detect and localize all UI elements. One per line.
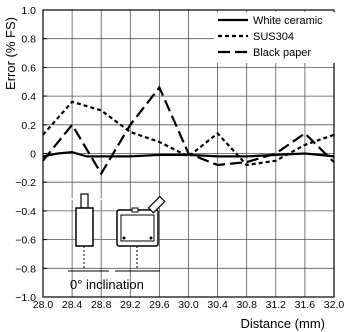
x-tick-label: 32.0 [324, 299, 345, 311]
y-tick-label: −0.2 [15, 177, 36, 189]
legend-label: White ceramic [253, 15, 323, 27]
y-tick-label: 0.2 [21, 120, 36, 132]
y-tick-label: −1.0 [15, 292, 36, 304]
x-tick-label: 30.4 [207, 299, 228, 311]
series-line-sus304 [42, 100, 335, 167]
x-tick-label: 28.0 [33, 299, 54, 311]
x-tick-label: 29.2 [120, 299, 141, 311]
x-tick-label: 31.6 [295, 299, 316, 311]
sensor-illustration: 0° inclination [66, 193, 166, 292]
y-axis-ticks: 1.0 0.8 0.6 0.4 0.2 0 −0.2 −0.4 −0.6 −0.8 −1.0 [15, 5, 47, 304]
sensor-side-icon [68, 193, 109, 272]
x-axis-ticks: 28.0 28.4 28.8 29.2 29.6 30.0 30.4 30.8 31.2 31.6… [33, 299, 345, 311]
x-axis-label: Distance (mm) [240, 316, 325, 331]
legend-label: SUS304 [253, 31, 294, 43]
y-tick-label: −0.8 [15, 263, 36, 275]
y-tick-label: −0.6 [15, 235, 36, 247]
series-line-white-ceramic [42, 150, 335, 158]
y-tick-label: 1.0 [21, 5, 36, 17]
y-tick-label: 0.8 [21, 34, 36, 46]
legend-label: Black paper [253, 47, 311, 59]
x-tick-label: 30.0 [178, 299, 199, 311]
legend: White ceramic SUS304 Black paper [214, 12, 335, 63]
sensor-front-icon [115, 195, 166, 272]
x-tick-label: 28.8 [91, 299, 112, 311]
x-tick-label: 29.6 [149, 299, 170, 311]
series-lines [42, 85, 335, 176]
y-tick-label: 0.6 [21, 62, 36, 74]
y-axis-label: Error (% FS) [3, 17, 18, 90]
series-line-black-paper [42, 85, 335, 176]
x-tick-label: 31.2 [266, 299, 287, 311]
y-tick-label: −0.4 [15, 206, 36, 218]
x-tick-label: 28.4 [62, 299, 83, 311]
inclination-label: 0° inclination [70, 277, 144, 292]
y-tick-label: 0 [30, 149, 36, 161]
x-tick-label: 30.8 [236, 299, 257, 311]
y-tick-label: 0.4 [21, 91, 36, 103]
